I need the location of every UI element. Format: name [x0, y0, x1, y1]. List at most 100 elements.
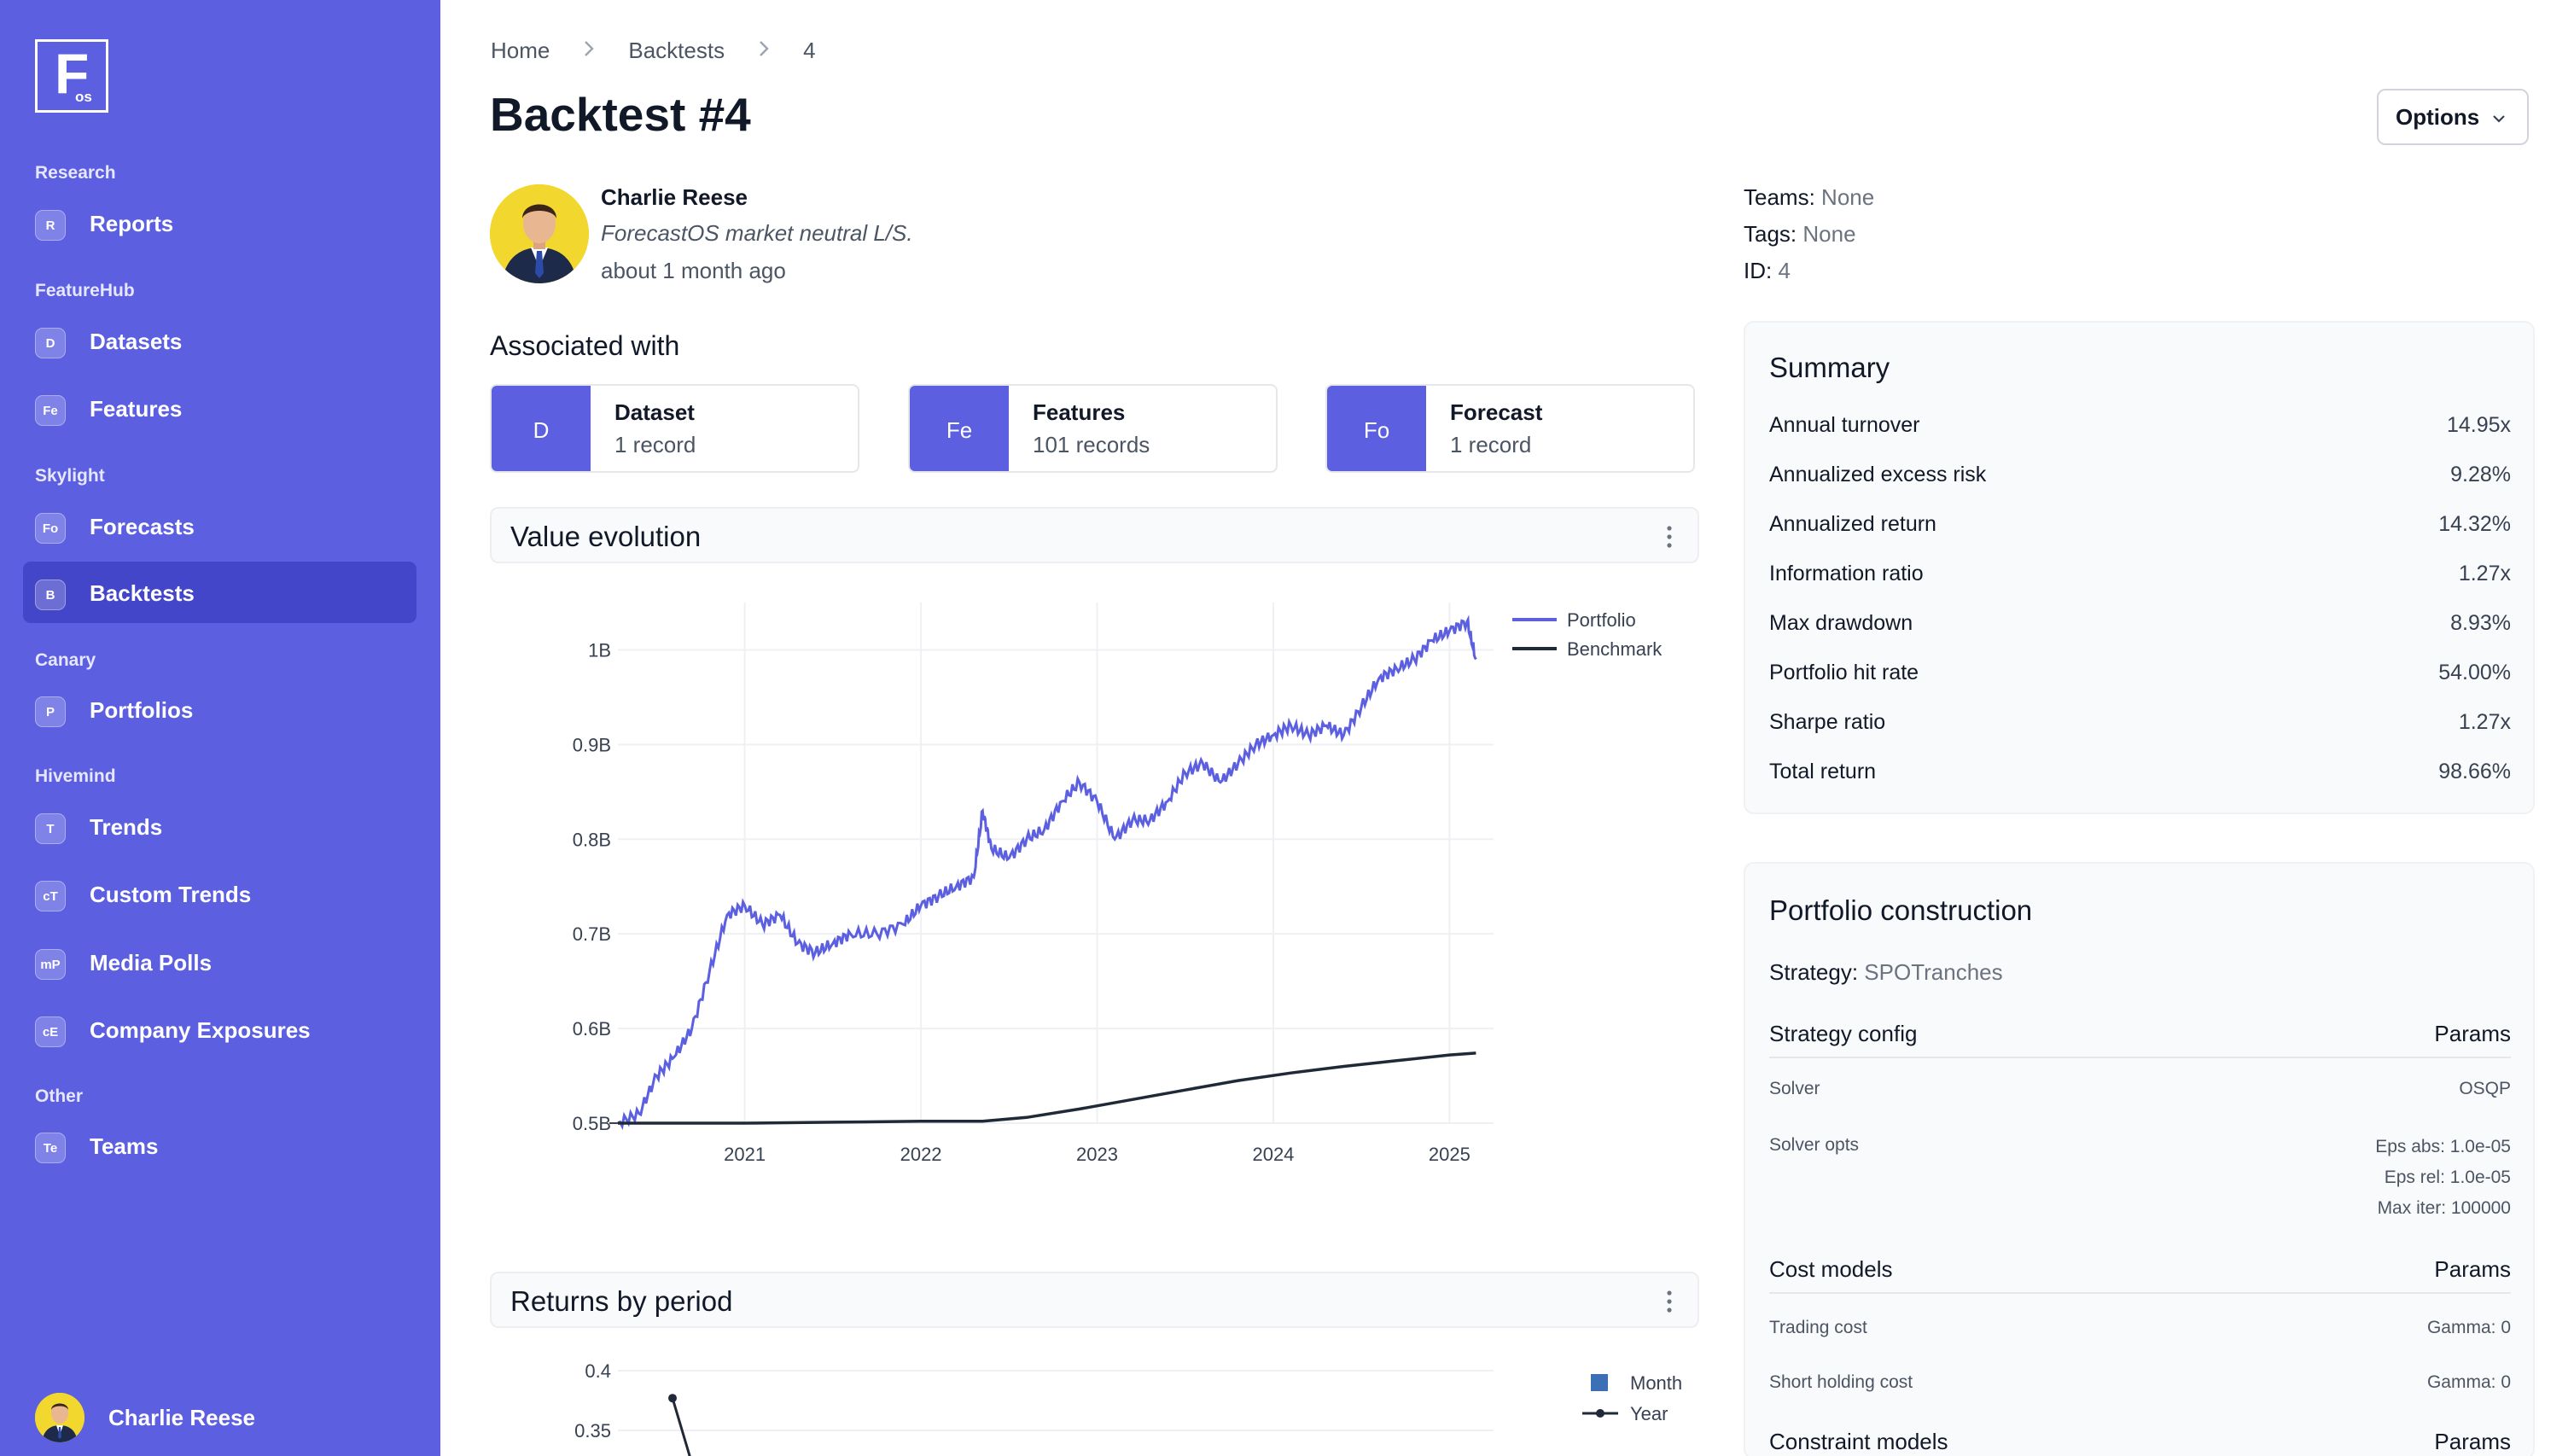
section-label-featurehub: FeatureHub	[35, 281, 135, 300]
sidebar-item-media-polls[interactable]: mP Media Polls	[23, 931, 416, 993]
sidebar-item-trends[interactable]: T Trends	[23, 795, 416, 857]
sidebar-item-portfolios[interactable]: P Portfolios	[23, 678, 416, 740]
legend-marker-year	[1596, 1409, 1604, 1418]
legend-label: Portfolio	[1567, 609, 1636, 631]
sidebar-item-teams[interactable]: Te Teams	[23, 1115, 416, 1176]
value-evolution-title: Value evolution	[510, 521, 702, 552]
sidebar-item-reports[interactable]: R Reports	[23, 192, 416, 253]
summary-label: Annualized excess risk	[1769, 463, 1987, 486]
trading-cost-label: Trading cost	[1769, 1318, 1867, 1337]
media-polls-badge-icon: mP	[35, 949, 66, 980]
solver-opt: Max iter: 100000	[2377, 1198, 2511, 1218]
y-tick-label: 0.4	[585, 1360, 611, 1382]
summary-label: Max drawdown	[1769, 611, 1913, 635]
portfolio-construction-title: Portfolio construction	[1769, 894, 2033, 926]
sidebar-item-company-exposures[interactable]: cE Company Exposures	[23, 999, 416, 1060]
sidebar-user-name: Charlie Reese	[108, 1405, 255, 1430]
card-count: 101 records	[1033, 432, 1150, 457]
params-label: Params	[2434, 1429, 2511, 1454]
app-logo[interactable]: F os	[35, 39, 108, 113]
summary-row: Information ratio 1.27x	[1769, 562, 2511, 596]
returns-by-period-title: Returns by period	[510, 1285, 733, 1317]
sidebar-item-label: Portfolios	[90, 697, 194, 723]
x-tick-label: 2022	[900, 1144, 942, 1165]
summary-row: Portfolio hit rate 54.00%	[1769, 661, 2511, 695]
cost-models-label: Cost models	[1769, 1256, 1893, 1282]
meta-id: ID: 4	[1744, 258, 1791, 284]
summary-label: Annual turnover	[1769, 413, 1920, 437]
sidebar-item-label: Backtests	[90, 580, 195, 606]
short-holding-row: Short holding cost Gamma: 0	[1769, 1372, 2511, 1403]
summary-card: Summary Annual turnover 14.95x Annualized…	[1744, 321, 2535, 814]
solver-row: Solver OSQP	[1769, 1079, 2511, 1109]
custom-trends-badge-icon: cT	[35, 881, 66, 911]
y-tick-label: 0.6B	[573, 1018, 611, 1040]
dataset-badge-icon: D	[492, 386, 591, 471]
legend-label: Benchmark	[1567, 638, 1663, 660]
x-tick-label: 2021	[724, 1144, 766, 1165]
legend-label: Year	[1630, 1403, 1668, 1424]
sidebar-item-backtests[interactable]: B Backtests	[23, 562, 416, 623]
x-tick-label: 2024	[1252, 1144, 1294, 1165]
teams-badge-icon: Te	[35, 1133, 66, 1163]
author-name[interactable]: Charlie Reese	[601, 184, 748, 210]
solver-opts-values: Eps abs: 1.0e-05 Eps rel: 1.0e-05 Max it…	[2375, 1132, 2511, 1224]
sidebar-item-features[interactable]: Fe Features	[23, 377, 416, 439]
sidebar: F os Research R Reports FeatureHub D Dat…	[0, 0, 440, 1456]
breadcrumb-current[interactable]: 4	[803, 38, 816, 63]
solver-opt: Eps abs: 1.0e-05	[2375, 1137, 2511, 1156]
more-vertical-icon[interactable]	[1657, 1287, 1682, 1320]
logo-sub: os	[75, 89, 92, 105]
cost-models-row: Cost models Params	[1769, 1256, 2511, 1294]
breadcrumb-backtests[interactable]: Backtests	[628, 38, 725, 63]
chevron-down-icon	[2490, 108, 2508, 134]
summary-value: 14.95x	[2446, 413, 2511, 437]
summary-row: Annualized excess risk 9.28%	[1769, 463, 2511, 497]
y-tick-label: 0.7B	[573, 923, 611, 945]
summary-label: Portfolio hit rate	[1769, 661, 1919, 684]
sidebar-item-label: Custom Trends	[90, 882, 252, 907]
sidebar-item-label: Features	[90, 396, 183, 422]
company-exposures-badge-icon: cE	[35, 1016, 66, 1047]
page-title: Backtest #4	[490, 88, 751, 141]
breadcrumb: Home Backtests 4	[491, 38, 816, 64]
strategy-row: Strategy: SPOTranches	[1769, 959, 2511, 986]
summary-value: 54.00%	[2438, 661, 2511, 684]
value-evolution-header: Value evolution	[490, 507, 1699, 563]
forecast-badge-icon: Fo	[1327, 386, 1426, 471]
portfolio-construction-card: Portfolio construction Strategy: SPOTran…	[1744, 862, 2535, 1456]
section-label-skylight: Skylight	[35, 466, 105, 486]
y-tick-label: 0.9B	[573, 734, 611, 755]
short-holding-label: Short holding cost	[1769, 1372, 1913, 1392]
card-title: Forecast	[1450, 399, 1543, 425]
associated-title: Associated with	[490, 330, 680, 361]
section-label-other: Other	[35, 1086, 84, 1106]
breadcrumb-home[interactable]: Home	[491, 38, 550, 63]
summary-label: Annualized return	[1769, 512, 1936, 536]
sidebar-item-datasets[interactable]: D Datasets	[23, 310, 416, 371]
trading-cost-row: Trading cost Gamma: 0	[1769, 1318, 2511, 1348]
associated-features-card[interactable]: Fe Features 101 records	[908, 384, 1278, 473]
returns-by-period-header: Returns by period	[490, 1272, 1699, 1328]
features-badge-icon: Fe	[910, 386, 1009, 471]
sidebar-item-custom-trends[interactable]: cT Custom Trends	[23, 863, 416, 924]
x-tick-label: 2023	[1076, 1144, 1118, 1165]
summary-label: Sharpe ratio	[1769, 710, 1886, 734]
y-tick-label: 0.35	[574, 1420, 611, 1441]
associated-dataset-card[interactable]: D Dataset 1 record	[490, 384, 859, 473]
sidebar-item-forecasts[interactable]: Fo Forecasts	[23, 495, 416, 556]
solver-opts-label: Solver opts	[1769, 1135, 1860, 1155]
y-tick-label: 0.5B	[573, 1113, 611, 1134]
datasets-badge-icon: D	[35, 328, 66, 358]
tags-value: None	[1802, 221, 1856, 247]
options-button[interactable]: Options	[2377, 89, 2529, 145]
associated-forecast-card[interactable]: Fo Forecast 1 record	[1325, 384, 1695, 473]
author-avatar	[490, 184, 589, 283]
meta-tags: Tags: None	[1744, 221, 1856, 248]
options-label: Options	[2396, 103, 2480, 130]
more-vertical-icon[interactable]	[1657, 522, 1682, 556]
series-line-portfolio	[617, 614, 1477, 1131]
portfolios-badge-icon: P	[35, 696, 66, 727]
reports-badge-icon: R	[35, 210, 66, 241]
summary-value: 1.27x	[2458, 710, 2511, 734]
